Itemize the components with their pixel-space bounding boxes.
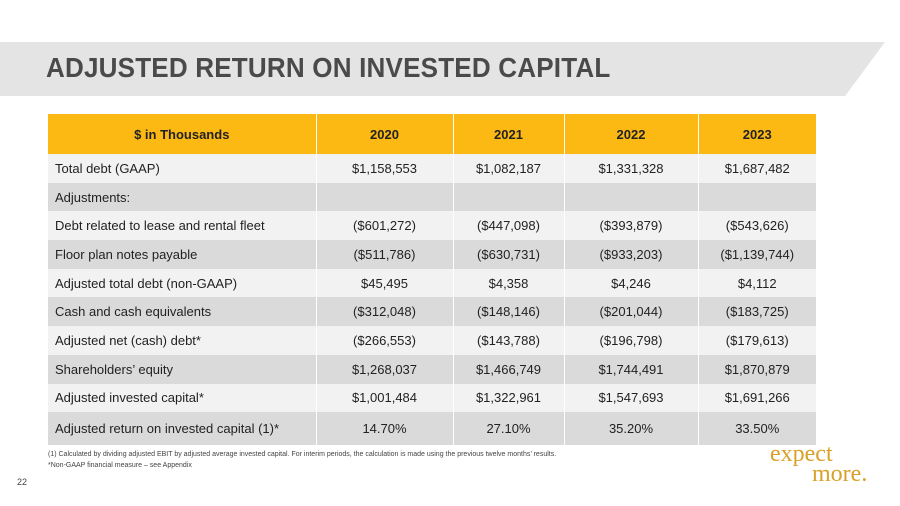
- cell-value: $4,112: [698, 268, 816, 298]
- cell-value: $1,322,961: [453, 383, 565, 413]
- cell-value: [453, 182, 565, 212]
- table-row: Adjusted return on invested capital (1)*…: [48, 412, 816, 446]
- cell-value: ($1,139,744): [698, 240, 816, 269]
- cell-value: [316, 182, 454, 212]
- cell-value: $1,158,553: [316, 154, 454, 183]
- cell-value: ($266,553): [316, 326, 454, 355]
- header-year: 2021: [453, 114, 565, 154]
- row-label: Adjusted net (cash) debt*: [48, 326, 317, 355]
- cell-value: $1,001,484: [316, 383, 454, 413]
- cell-value: $45,495: [316, 268, 454, 298]
- cell-value: ($201,044): [564, 297, 699, 327]
- cell-value: $1,744,491: [564, 354, 699, 384]
- cell-value: $1,331,328: [564, 154, 699, 183]
- cell-value: ($511,786): [316, 240, 454, 269]
- cell-value: ($312,048): [316, 297, 454, 327]
- row-label: Cash and cash equivalents: [48, 297, 317, 327]
- row-label: Adjusted return on invested capital (1)*: [48, 412, 317, 446]
- cell-value: ($630,731): [453, 240, 565, 269]
- cell-value: $1,687,482: [698, 154, 816, 183]
- cell-value: ($393,879): [564, 211, 699, 241]
- cell-value: ($148,146): [453, 297, 565, 327]
- footnote-2: *Non-GAAP financial measure – see Append…: [48, 462, 192, 469]
- cell-value: $1,082,187: [453, 154, 565, 183]
- cell-value: [698, 182, 816, 212]
- cell-value: $1,268,037: [316, 354, 454, 384]
- header-year: 2023: [698, 114, 816, 154]
- cell-value: $4,358: [453, 268, 565, 298]
- row-label: Adjusted invested capital*: [48, 383, 317, 413]
- table-row: Adjusted invested capital* $1,001,484 $1…: [48, 383, 816, 413]
- header-year: 2022: [564, 114, 699, 154]
- cell-value: 35.20%: [564, 412, 699, 446]
- footnote-1: (1) Calculated by dividing adjusted EBIT…: [48, 451, 557, 458]
- roic-table: $ in Thousands 2020 2021 2022 2023 Total…: [48, 114, 816, 446]
- table-row: Cash and cash equivalents ($312,048) ($1…: [48, 297, 816, 327]
- page-number: 22: [17, 477, 28, 487]
- table-row: Total debt (GAAP) $1,158,553 $1,082,187 …: [48, 154, 816, 183]
- table-row: Adjustments:: [48, 182, 816, 212]
- table-row: Debt related to lease and rental fleet (…: [48, 211, 816, 241]
- table-row: Floor plan notes payable ($511,786) ($63…: [48, 240, 816, 269]
- cell-value: ($933,203): [564, 240, 699, 269]
- table-row: Adjusted net (cash) debt* ($266,553) ($1…: [48, 326, 816, 355]
- cell-value: ($196,798): [564, 326, 699, 355]
- cell-value: ($601,272): [316, 211, 454, 241]
- cell-value: $1,870,879: [698, 354, 816, 384]
- cell-value: $1,466,749: [453, 354, 565, 384]
- expect-more-logo: expect more.: [770, 441, 880, 487]
- row-label: Total debt (GAAP): [48, 154, 317, 183]
- cell-value: 14.70%: [316, 412, 454, 446]
- cell-value: $1,547,693: [564, 383, 699, 413]
- cell-value: [564, 182, 699, 212]
- logo-line-2: more.: [812, 461, 868, 487]
- cell-value: $4,246: [564, 268, 699, 298]
- cell-value: ($183,725): [698, 297, 816, 327]
- header-year: 2020: [316, 114, 454, 154]
- cell-value: ($543,626): [698, 211, 816, 241]
- title-band: [0, 42, 885, 96]
- cell-value: ($447,098): [453, 211, 565, 241]
- logo-line-1: expect: [770, 441, 833, 467]
- cell-value: ($179,613): [698, 326, 816, 355]
- row-label: Floor plan notes payable: [48, 240, 317, 269]
- header-label: $ in Thousands: [48, 114, 317, 154]
- cell-value: ($143,788): [453, 326, 565, 355]
- cell-value: $1,691,266: [698, 383, 816, 413]
- table-row: Adjusted total debt (non-GAAP) $45,495 $…: [48, 268, 816, 298]
- table-header-row: $ in Thousands 2020 2021 2022 2023: [48, 114, 816, 154]
- cell-value: 27.10%: [453, 412, 565, 446]
- row-label: Adjustments:: [48, 182, 317, 212]
- cell-value: 33.50%: [698, 412, 816, 446]
- table-row: Shareholders’ equity $1,268,037 $1,466,7…: [48, 354, 816, 384]
- row-label: Debt related to lease and rental fleet: [48, 211, 317, 241]
- row-label: Adjusted total debt (non-GAAP): [48, 268, 317, 298]
- row-label: Shareholders’ equity: [48, 354, 317, 384]
- page-title: ADJUSTED RETURN ON INVESTED CAPITAL: [46, 52, 611, 83]
